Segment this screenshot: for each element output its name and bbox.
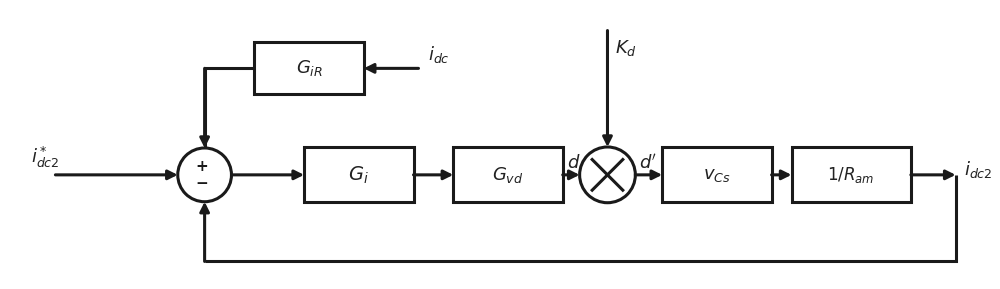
Text: $G_{vd}$: $G_{vd}$	[492, 165, 524, 185]
Bar	[453, 147, 563, 202]
Text: $1/R_{am}$: $1/R_{am}$	[827, 165, 875, 185]
Circle shape	[580, 147, 635, 203]
Text: $K_d$: $K_d$	[615, 38, 637, 58]
Text: $d$: $d$	[567, 154, 580, 172]
Text: $i_{dc2}^*$: $i_{dc2}^*$	[31, 145, 59, 170]
Text: $i_{dc}$: $i_{dc}$	[428, 44, 450, 65]
Text: +: +	[195, 160, 208, 174]
Text: $d'$: $d'$	[639, 153, 657, 173]
Text: $G_{iR}$: $G_{iR}$	[296, 58, 323, 78]
Bar	[662, 147, 772, 202]
Text: $v_{Cs}$: $v_{Cs}$	[703, 166, 731, 184]
Bar	[254, 42, 364, 94]
Text: $i_{dc2}$: $i_{dc2}$	[964, 159, 992, 180]
Bar	[792, 147, 911, 202]
Text: −: −	[195, 176, 208, 191]
Bar	[304, 147, 414, 202]
Circle shape	[178, 148, 231, 202]
Text: $G_i$: $G_i$	[348, 164, 369, 186]
